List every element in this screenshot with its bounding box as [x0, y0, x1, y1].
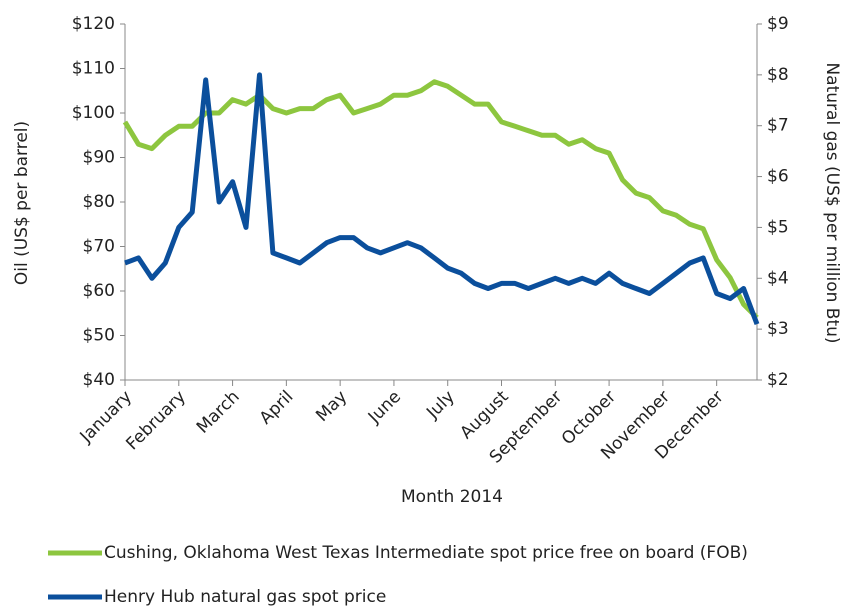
y2-tick-label: $5: [767, 217, 789, 237]
y-tick-label: $50: [83, 326, 115, 346]
y-axis-label: Oil (US$ per barrel): [12, 121, 32, 285]
y-tick-label: $40: [83, 370, 115, 390]
x-tick-label: February: [122, 387, 189, 454]
legend-label: Henry Hub natural gas spot price: [104, 587, 386, 607]
x-tick-label: June: [364, 387, 405, 428]
y-tick-label: $80: [83, 192, 115, 212]
y2-tick-label: $3: [767, 319, 789, 339]
y-tick-label: $70: [83, 237, 115, 257]
y2-tick-label: $4: [767, 268, 789, 288]
y2-axis-label: Natural gas (US$ per million Btu): [822, 62, 842, 343]
y-tick-label: $110: [72, 59, 115, 79]
legend-label: Cushing, Oklahoma West Texas Intermediat…: [104, 543, 748, 563]
y-tick-label: $90: [83, 148, 115, 168]
y-tick-label: $120: [72, 14, 115, 34]
x-tick-label: April: [256, 387, 298, 429]
y2-tick-label: $2: [767, 370, 789, 390]
y-tick-label: $60: [83, 281, 115, 301]
y2-tick-label: $7: [767, 116, 789, 136]
y-tick-label: $100: [72, 103, 115, 123]
y2-tick-label: $8: [767, 65, 789, 85]
series-line: [124, 72, 760, 325]
x-tick-label: March: [193, 387, 244, 438]
x-axis-label: Month 2014: [401, 487, 503, 507]
x-tick-label: May: [312, 387, 351, 426]
series-line: [122, 79, 759, 320]
y2-tick-label: $6: [767, 167, 789, 187]
x-tick-label: July: [422, 387, 458, 423]
y2-tick-label: $9: [767, 14, 789, 34]
